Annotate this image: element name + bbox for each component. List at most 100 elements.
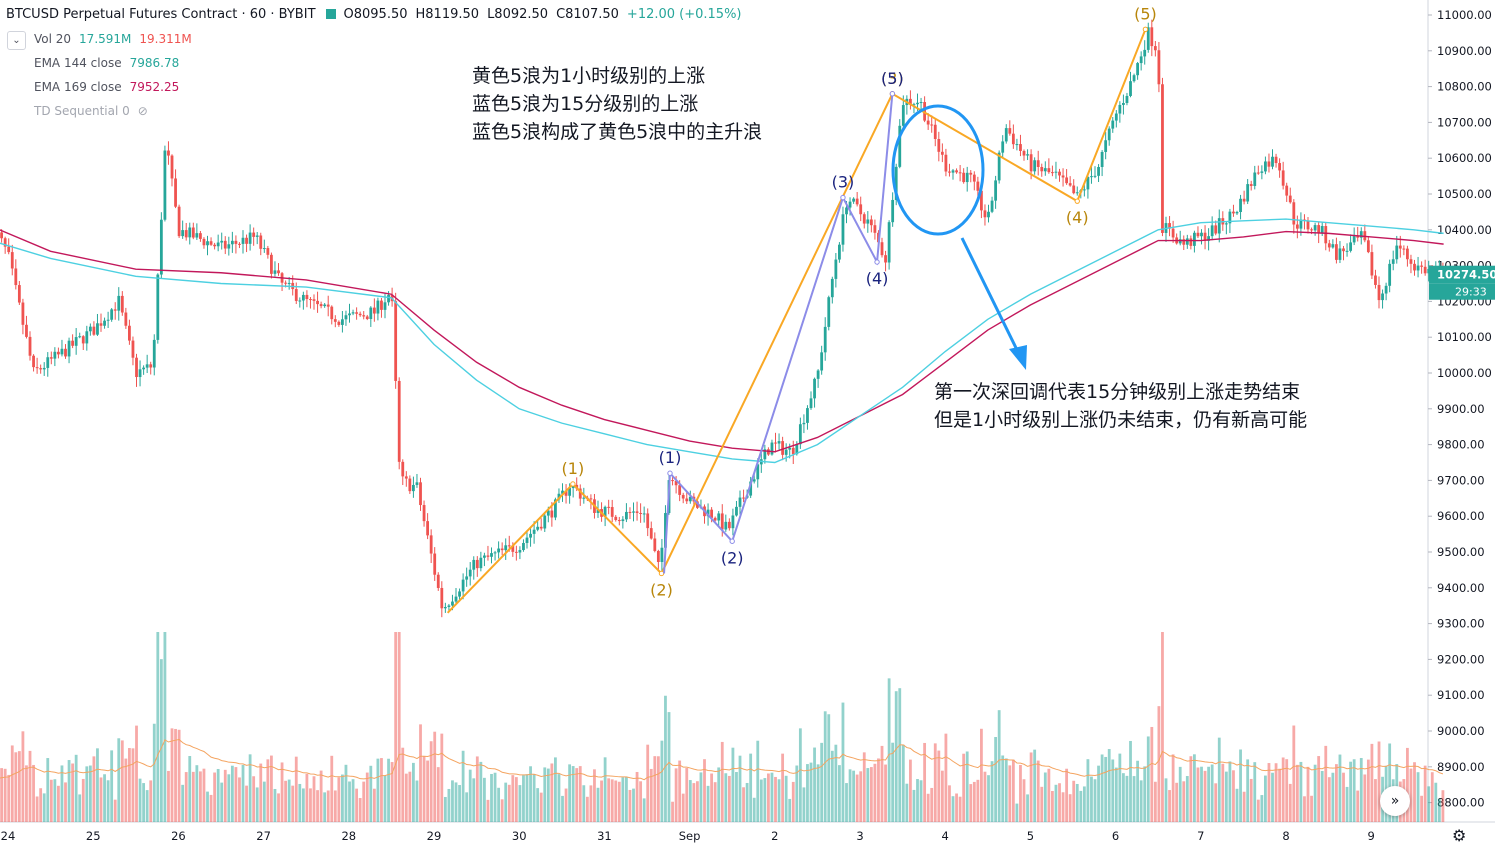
volume-bar [621,777,625,822]
candle-body [167,150,170,156]
candle-body [408,478,412,492]
candle-body [252,232,256,237]
candle-body [518,550,522,553]
volume-bar [912,789,916,822]
ema169-line [0,229,1444,453]
candle-body [802,422,806,425]
x-tick-label: 25 [86,829,101,843]
x-tick-label: 5 [1027,829,1034,843]
volume-bar [600,780,603,822]
candle-body [614,516,618,521]
volume-bar [525,774,529,822]
candle-body [458,591,461,597]
candle-body [1249,184,1253,186]
candle-body [816,370,820,379]
volume-bar [1310,795,1313,822]
volume-bar [1164,778,1168,822]
volume-bar [1295,764,1299,822]
volume-bar [1004,758,1008,822]
volume-bar [213,772,217,822]
volume-bar [17,751,21,822]
volume-bar [905,783,909,822]
yellow-wave-label: (2) [650,580,673,599]
volume-bar [99,777,103,822]
volume-bar [798,728,802,822]
indicator-volume[interactable]: Vol 20 17.591M 19.311M [34,32,192,46]
candle-body [255,235,259,237]
volume-bar [358,798,362,822]
volume-bar [1349,761,1353,822]
volume-bar [536,788,540,822]
volume-bar [614,780,618,822]
x-tick-label: 28 [341,829,356,843]
x-tick-label: 9 [1368,829,1375,843]
y-tick-label: 8900.00 [1437,760,1485,774]
volume-bar [195,765,199,822]
indicator-td-sequential[interactable]: TD Sequential 0 ⊘ [34,104,148,118]
volume-bar [458,785,461,822]
volume-bar [607,778,611,822]
volume-bar [916,779,919,822]
candle-body [625,511,628,520]
volume-bar [1242,791,1246,822]
volume-bar [309,788,312,822]
candle-body [468,569,472,577]
candle-body [781,441,785,455]
candle-body [1217,218,1221,234]
candle-body [685,498,689,502]
candle-body [415,482,419,485]
candle-body [958,172,962,174]
ohlc-close: C8107.50 [556,7,619,22]
candle-body [742,497,745,499]
volume-bar [0,768,4,822]
candle-body [92,326,96,335]
volume-bar [191,771,195,822]
candle-body [532,529,536,534]
candle-body [106,319,110,321]
candle-body [1423,266,1427,274]
candle-body [1139,56,1143,64]
volume-bar [1200,766,1203,822]
eye-hidden-icon[interactable]: ⊘ [137,104,148,118]
volume-bar [862,752,866,822]
x-tick-label: 8 [1282,829,1289,843]
candle-body [522,542,525,551]
volume-bar [85,766,89,822]
volume-bar [1285,759,1289,822]
volume-bar [568,764,572,822]
y-tick-label: 10600.00 [1437,151,1492,165]
volume-bar [873,763,877,822]
volume-bar [1040,786,1044,822]
indicator-ema169[interactable]: EMA 169 close 7952.25 [34,80,180,94]
candle-body [60,348,64,355]
volume-bar [756,740,760,822]
volume-bar [1129,740,1132,822]
candle-body [387,294,390,303]
volume-bar [550,763,554,822]
gear-icon[interactable]: ⚙ [1452,826,1467,845]
volume-bar [830,750,834,822]
candle-body [412,484,415,492]
candle-body [514,551,518,553]
yellow-wave-label: (4) [1066,208,1089,227]
candle-body [820,352,824,371]
candle-body [994,180,998,201]
volume-bar [291,785,295,822]
candle-body [561,490,564,494]
volume-bar [1281,757,1285,822]
collapse-legend-button[interactable]: ⌄ [7,31,26,50]
volume-bar [1047,768,1051,822]
candle-body [1111,120,1115,129]
symbol-title[interactable]: BTCUSD Perpetual Futures Contract · 60 ·… [6,7,316,22]
candle-body [940,151,944,155]
volume-bar [284,780,288,822]
volume-bar [1377,741,1381,822]
volume-bar [543,767,547,822]
volume-bar [209,794,213,822]
candle-body [972,174,976,182]
scroll-to-realtime-button[interactable]: » [1380,786,1410,816]
volume-bar [752,797,756,822]
indicator-ema144[interactable]: EMA 144 close 7986.78 [34,56,180,70]
volume-bar [1189,756,1193,822]
